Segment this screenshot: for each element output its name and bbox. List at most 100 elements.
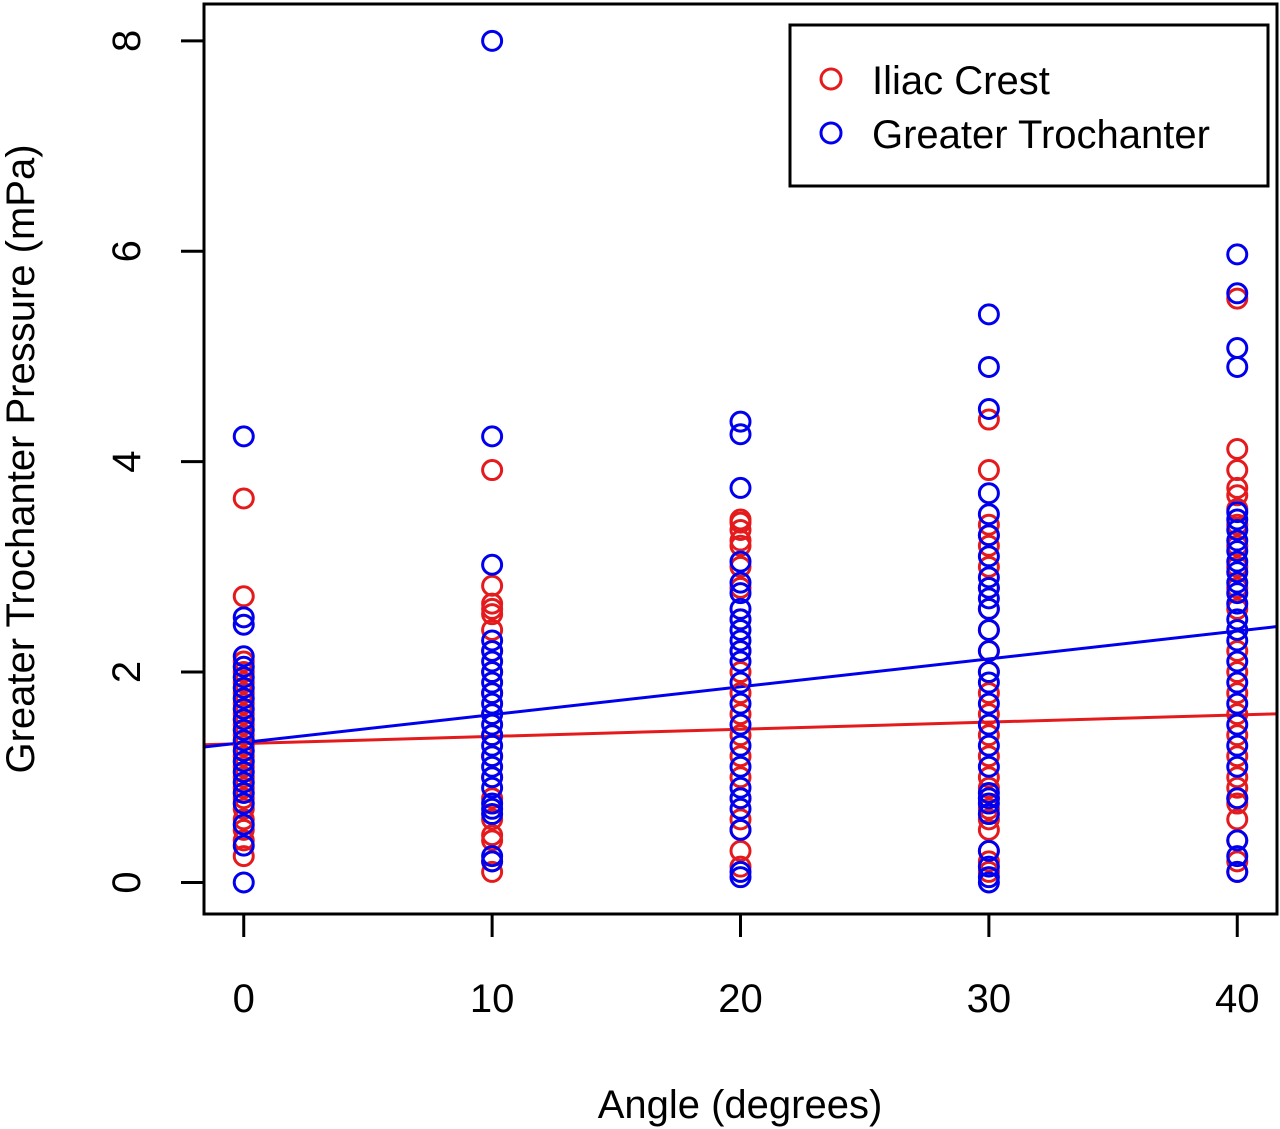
data-point xyxy=(1226,618,1249,641)
x-tick-label: 30 xyxy=(967,977,1012,1021)
data-point xyxy=(481,713,504,736)
data-point xyxy=(729,519,752,542)
data-point xyxy=(977,576,1000,599)
data-point xyxy=(977,459,1000,482)
data-point xyxy=(729,787,752,810)
data-point xyxy=(729,724,752,747)
y-axis: 0 2 4 6 8 xyxy=(105,30,206,894)
data-point xyxy=(1226,561,1249,584)
data-point xyxy=(729,703,752,726)
data-point xyxy=(1226,438,1249,461)
data-point xyxy=(481,618,504,641)
data-point xyxy=(729,650,752,673)
data-point xyxy=(729,571,752,594)
legend-box xyxy=(788,23,1270,188)
data-point xyxy=(977,524,1000,547)
data-point xyxy=(1226,337,1249,360)
data-point xyxy=(729,629,752,652)
data-point xyxy=(977,755,1000,778)
data-point xyxy=(232,613,255,636)
y-tick-label: 2 xyxy=(105,661,149,683)
data-point xyxy=(1226,776,1249,799)
data-point xyxy=(729,797,752,820)
y-tick-label: 4 xyxy=(105,451,149,473)
fit-line-series-0 xyxy=(204,712,1277,747)
data-point xyxy=(1226,713,1249,736)
data-point xyxy=(977,734,1000,757)
data-point xyxy=(729,618,752,641)
data-point xyxy=(729,776,752,799)
legend: Iliac Crest Greater Trochanter xyxy=(788,23,1270,188)
data-point xyxy=(232,739,255,762)
data-point xyxy=(232,697,255,720)
data-point xyxy=(232,487,255,510)
data-point xyxy=(1226,808,1249,831)
data-point xyxy=(481,829,504,852)
data-point xyxy=(1226,282,1249,305)
x-axis: 0 10 20 30 40 xyxy=(233,912,1260,1021)
data-point xyxy=(729,692,752,715)
series-0-points xyxy=(232,287,1249,883)
data-point xyxy=(977,566,1000,589)
data-point xyxy=(977,398,1000,421)
data-point xyxy=(729,476,752,499)
data-point xyxy=(232,750,255,773)
data-point xyxy=(1226,459,1249,482)
data-point xyxy=(481,860,504,883)
data-point xyxy=(1226,571,1249,594)
data-point xyxy=(1226,787,1249,810)
data-point xyxy=(1226,508,1249,531)
data-point xyxy=(1226,845,1249,868)
data-point xyxy=(1226,519,1249,542)
data-point xyxy=(1226,355,1249,378)
y-axis-title: Greater Trochanter Pressure (mPa) xyxy=(0,144,43,773)
data-point xyxy=(232,687,255,710)
data-point xyxy=(1226,829,1249,852)
data-point xyxy=(729,671,752,694)
data-point xyxy=(977,503,1000,526)
data-point xyxy=(729,550,752,573)
data-point xyxy=(232,718,255,741)
data-point xyxy=(232,585,255,608)
data-point xyxy=(1226,484,1249,507)
x-axis-title: Angle (degrees) xyxy=(598,1083,883,1127)
data-point xyxy=(729,818,752,841)
data-point xyxy=(481,459,504,482)
data-point xyxy=(232,606,255,629)
data-point xyxy=(1226,703,1249,726)
data-point xyxy=(729,866,752,889)
data-point xyxy=(481,755,504,778)
data-point xyxy=(977,587,1000,610)
data-point xyxy=(729,734,752,757)
data-point xyxy=(977,513,1000,536)
data-point xyxy=(729,608,752,631)
x-tick-label: 10 xyxy=(470,977,515,1021)
x-tick-label: 20 xyxy=(718,977,763,1021)
x-tick-label: 0 xyxy=(233,977,255,1021)
data-point xyxy=(977,639,1000,662)
data-point xyxy=(481,425,504,448)
data-point xyxy=(1226,692,1249,715)
data-point xyxy=(232,676,255,699)
data-point xyxy=(977,545,1000,568)
data-point xyxy=(1226,755,1249,778)
data-point xyxy=(729,808,752,831)
data-point xyxy=(1226,650,1249,673)
data-point xyxy=(232,645,255,668)
fit-line-series-1 xyxy=(204,625,1277,749)
data-point xyxy=(1226,745,1249,768)
data-point xyxy=(729,766,752,789)
data-point xyxy=(1226,243,1249,266)
data-point xyxy=(977,803,1000,826)
x-tick-label: 40 xyxy=(1215,977,1260,1021)
data-point xyxy=(481,603,504,626)
data-point xyxy=(1226,608,1249,631)
data-point xyxy=(729,713,752,736)
data-point xyxy=(481,803,504,826)
data-point xyxy=(232,813,255,836)
data-point xyxy=(232,666,255,689)
data-point xyxy=(232,708,255,731)
data-point xyxy=(481,650,504,673)
data-point xyxy=(977,355,1000,378)
data-point xyxy=(977,818,1000,841)
